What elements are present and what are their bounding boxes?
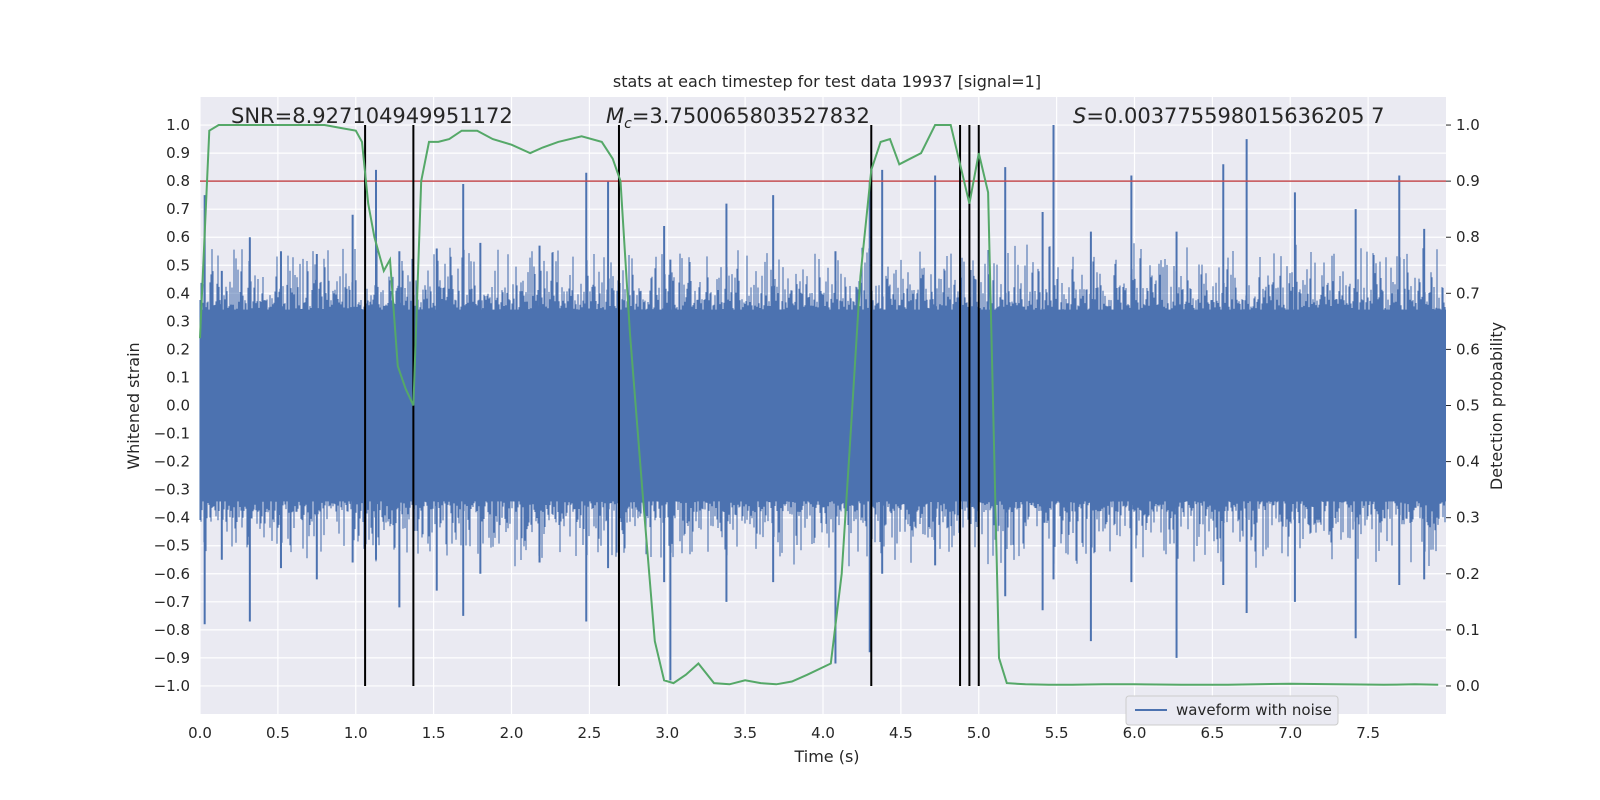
- chirp-mass-symbol: M: [606, 104, 624, 128]
- legend-label: waveform with noise: [1176, 701, 1332, 719]
- y-tick-label: −0.5: [154, 537, 190, 555]
- y2-tick-label: 0.4: [1456, 453, 1480, 471]
- y-tick-label: −0.9: [154, 649, 190, 667]
- x-tick-label: 1.0: [344, 724, 368, 742]
- x-tick-label: 2.0: [500, 724, 524, 742]
- x-tick-label: 6.5: [1200, 724, 1224, 742]
- detection-probability-line: [199, 124, 1439, 686]
- chart-title: stats at each timestep for test data 199…: [613, 72, 1041, 91]
- x-tick-label: 2.5: [577, 724, 601, 742]
- y2-tick-label: 0.6: [1456, 340, 1480, 358]
- y-tick-label: −0.7: [154, 593, 190, 611]
- x-tick-label: 1.5: [422, 724, 446, 742]
- x-tick-label: 4.5: [889, 724, 913, 742]
- y-tick-label: −0.3: [154, 481, 190, 499]
- y-tick-label: −0.4: [154, 509, 190, 527]
- y2-tick-label: 1.0: [1456, 116, 1480, 134]
- y-tick-label: 1.0: [166, 116, 190, 134]
- y2-tick-label: 0.3: [1456, 509, 1480, 527]
- chirp-mass-value: =3.750065803527832: [632, 104, 870, 128]
- plot-area: [199, 97, 1446, 714]
- x-tick-label: 5.5: [1045, 724, 1069, 742]
- s-annotation: S=0.003775598015636205 7: [1073, 104, 1385, 128]
- y-tick-label: 0.6: [166, 228, 190, 246]
- y2-axis-label: Detection probability: [1487, 322, 1506, 490]
- x-tick-label: 7.5: [1356, 724, 1380, 742]
- y2-tick-label: 0.8: [1456, 228, 1480, 246]
- y-tick-label: −0.8: [154, 621, 190, 639]
- y2-tick-label: 0.2: [1456, 565, 1480, 583]
- legend-box: [1125, 695, 1339, 726]
- snr-annotation: SNR=8.927104949951172: [231, 104, 513, 128]
- s-symbol: S: [1073, 104, 1086, 128]
- y-tick-label: −0.2: [154, 453, 190, 471]
- y-tick-label: 0.3: [166, 312, 190, 330]
- y2-tick-label: 0.9: [1456, 172, 1480, 190]
- legend: waveform with noise: [1125, 695, 1339, 726]
- chirp-mass-subscript: c: [624, 116, 632, 132]
- x-axis-label: Time (s): [793, 747, 859, 766]
- y-tick-label: 0.9: [166, 144, 190, 162]
- y2-tick-label: 0.0: [1456, 677, 1480, 695]
- x-tick-label: 6.0: [1123, 724, 1147, 742]
- waveform-series: [199, 125, 1446, 681]
- x-tick-label: 5.0: [967, 724, 991, 742]
- x-tick-label: 7.0: [1278, 724, 1302, 742]
- y-tick-labels: 1.0 0.9 0.8 0.7 0.6 0.5 0.4 0.3 0.2 0.1 0.0 −0.1 −0.…: [154, 116, 190, 695]
- x-tick-label: 4.0: [811, 724, 835, 742]
- y-tick-label: −1.0: [154, 677, 190, 695]
- x-tick-label: 0.0: [188, 724, 212, 742]
- x-tick-labels: 0.0 0.5 1.0 1.5 2.0 2.5 3.0 3.5 4.0 4.5 5.0 5.5 6.0 6…: [188, 724, 1380, 742]
- x-tick-label: 0.5: [266, 724, 290, 742]
- x-tick-label: 3.5: [733, 724, 757, 742]
- y2-tick-labels: 1.0 0.9 0.8 0.7 0.6 0.5 0.4 0.3 0.2 0.1 0.0: [1446, 116, 1480, 695]
- y-tick-label: 0.4: [166, 284, 190, 302]
- y2-tick-label: 0.1: [1456, 621, 1480, 639]
- y-tick-label: 0.0: [166, 397, 190, 415]
- s-value: =0.003775598015636205 7: [1086, 104, 1384, 128]
- y-tick-label: 0.1: [166, 368, 190, 386]
- y-tick-label: 0.5: [166, 256, 190, 274]
- waveform-noise: [199, 243, 1446, 568]
- x-tick-label: 3.0: [655, 724, 679, 742]
- y2-tick-label: 0.5: [1456, 397, 1480, 415]
- chirp-mass-annotation: Mc=3.750065803527832: [606, 104, 870, 132]
- y2-tick-label: 0.7: [1456, 284, 1480, 302]
- y-axis-label: Whitened strain: [124, 342, 143, 469]
- y-tick-label: 0.2: [166, 340, 190, 358]
- y-tick-label: 0.7: [166, 200, 190, 218]
- y-tick-label: −0.6: [154, 565, 190, 583]
- y-tick-label: 0.8: [166, 172, 190, 190]
- y-tick-label: −0.1: [154, 425, 190, 443]
